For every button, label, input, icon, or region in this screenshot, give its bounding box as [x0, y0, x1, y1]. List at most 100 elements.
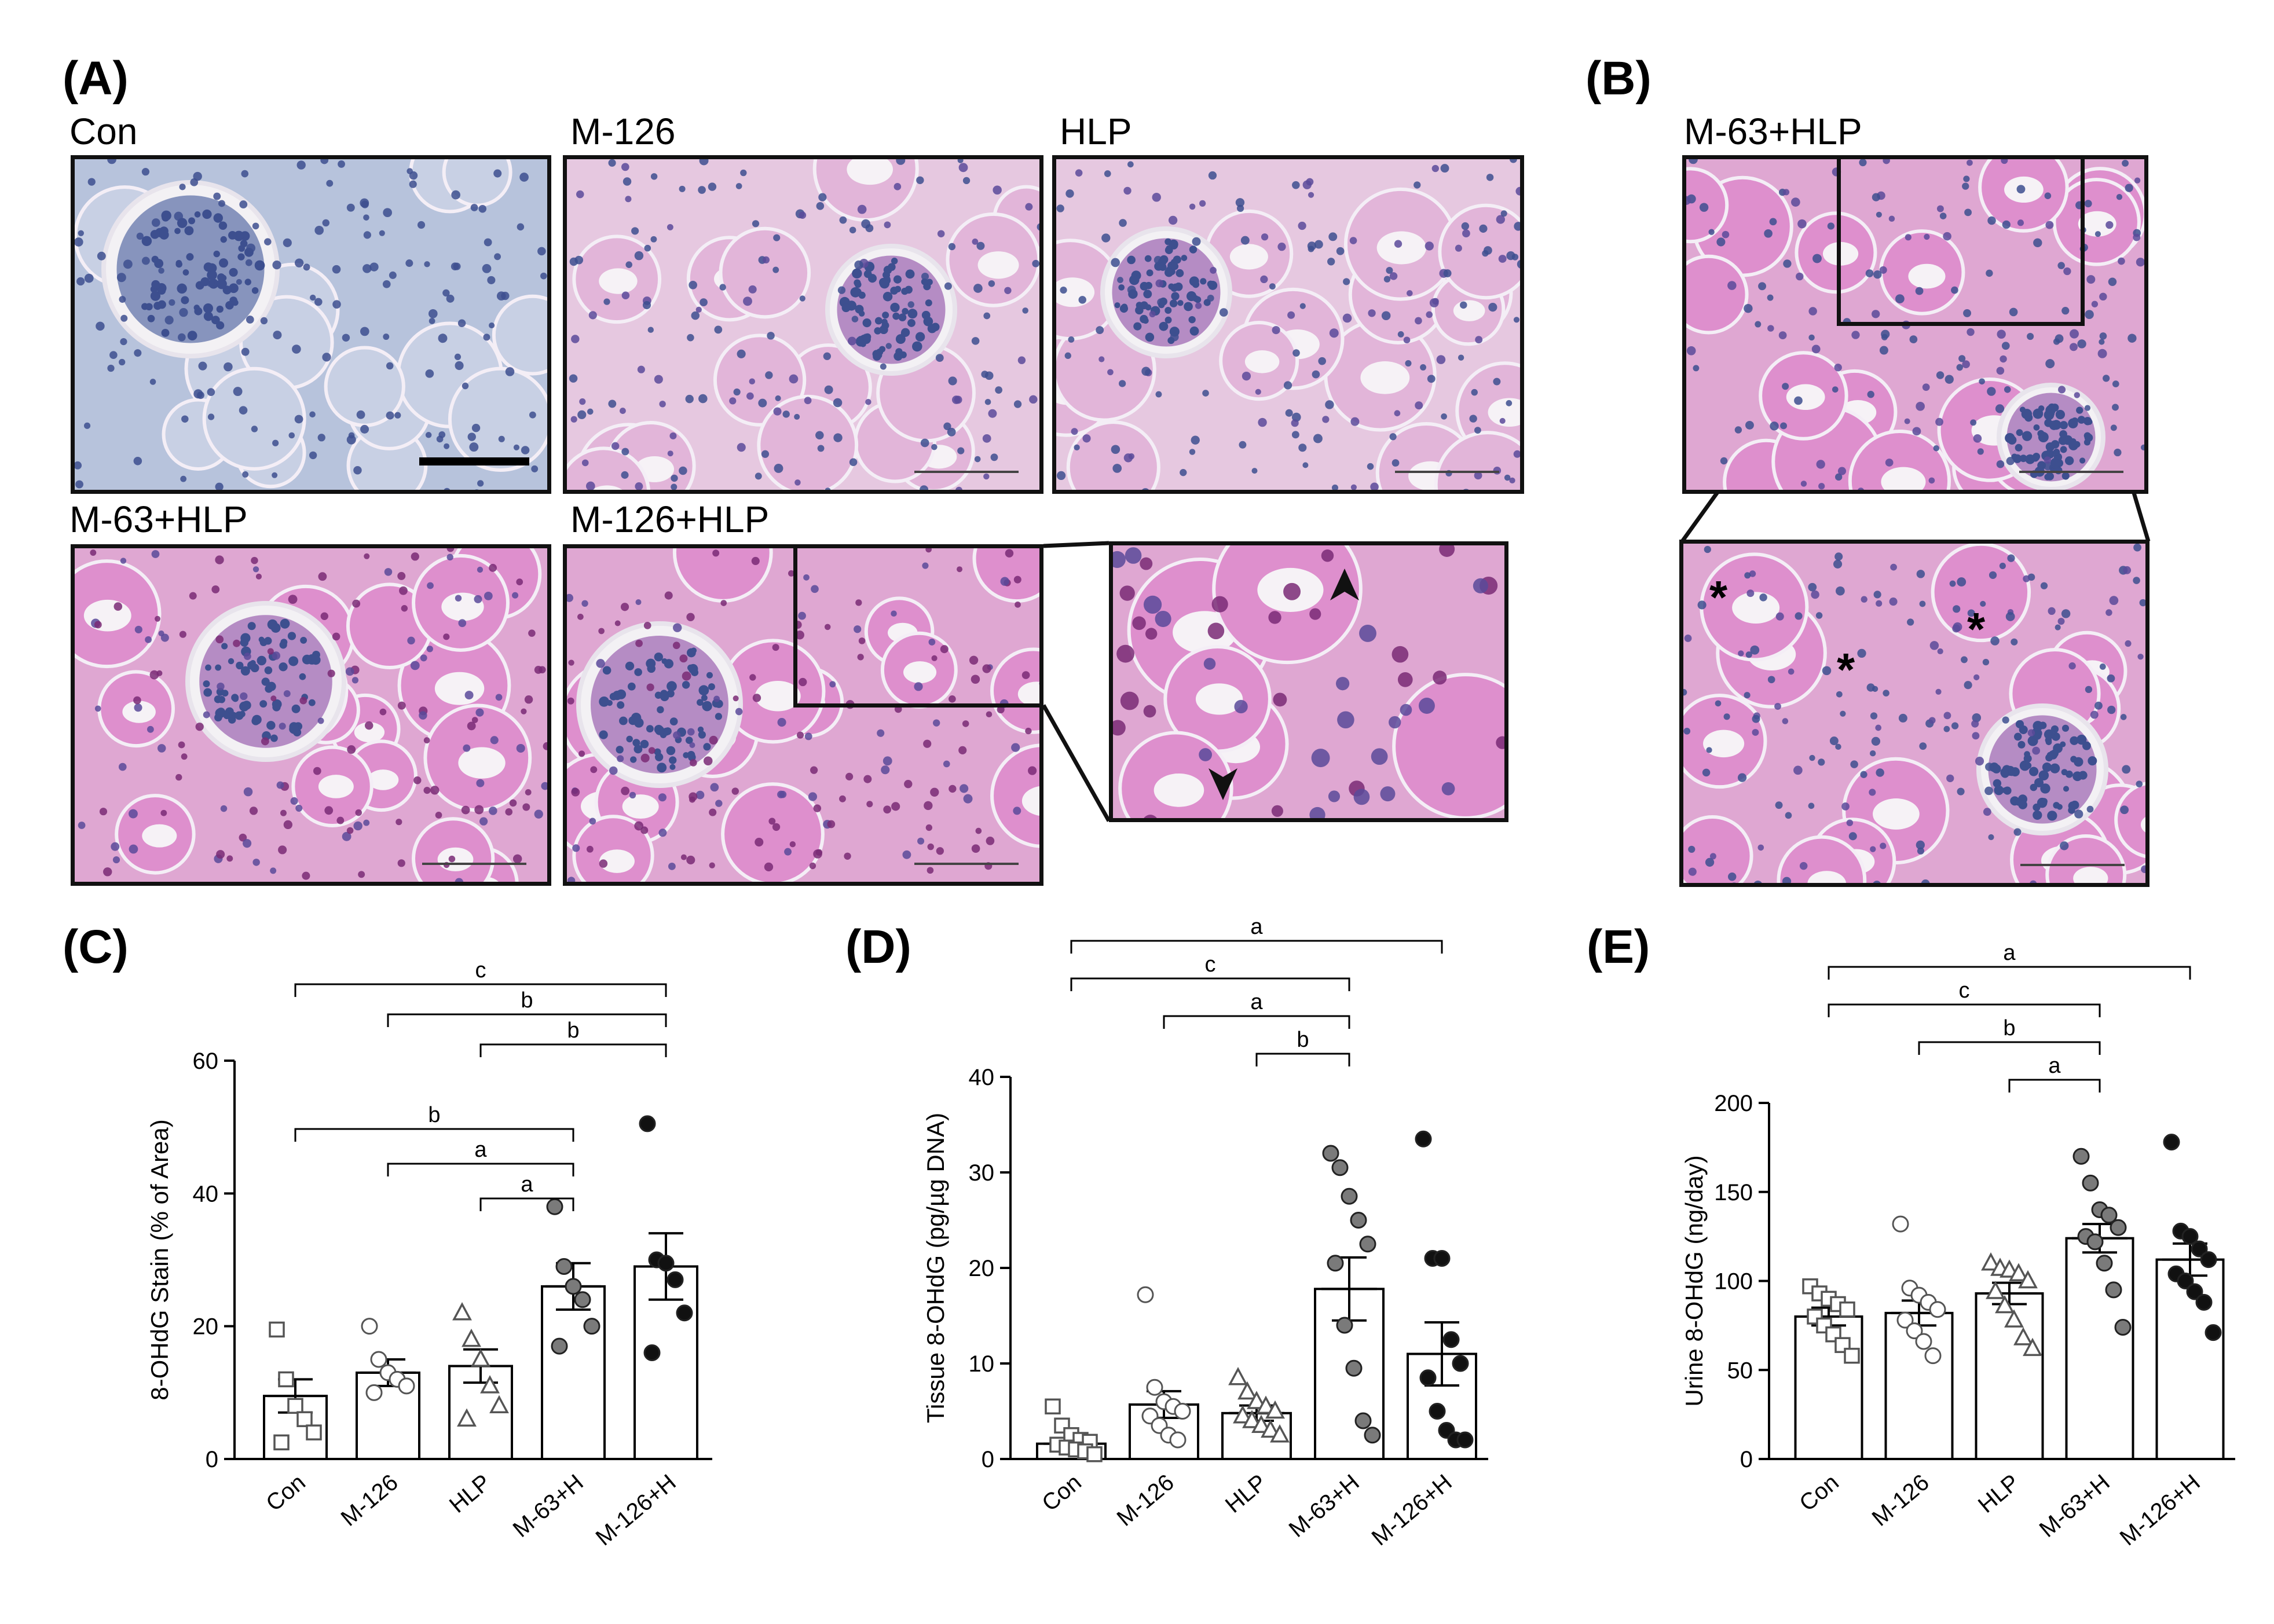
- data-point: [2105, 1281, 2122, 1299]
- y-tick-label: 40: [969, 1065, 995, 1090]
- panel-d-letter: (D): [845, 921, 911, 973]
- data-point: [1419, 1369, 1437, 1387]
- data-point: [2181, 1228, 2199, 1245]
- data-point: [1086, 1446, 1103, 1462]
- scale-bar: [419, 457, 529, 465]
- x-tick-label: Con: [1795, 1469, 1844, 1516]
- panel-b-letter: (B): [1585, 52, 1652, 105]
- data-point: [1354, 1412, 1372, 1429]
- micrograph-label-hlp: HLP: [1060, 111, 1132, 152]
- significance-bracket: [1828, 1003, 2101, 1017]
- significance-label: b: [428, 1103, 440, 1127]
- data-point: [287, 1398, 303, 1414]
- data-point: [365, 1384, 383, 1401]
- data-point: [1345, 1359, 1363, 1377]
- micrograph-b-zoom: * * *: [1679, 540, 2150, 887]
- significance-bracket: [1918, 1041, 2101, 1055]
- x-tick-label: Con: [261, 1469, 310, 1516]
- data-point: [457, 1408, 477, 1427]
- data-point: [1256, 1395, 1276, 1414]
- data-point: [296, 1411, 313, 1427]
- data-point: [398, 1377, 415, 1395]
- x-tick-label: M-126: [336, 1469, 403, 1531]
- data-point: [462, 1328, 481, 1347]
- data-point: [2114, 1318, 2132, 1336]
- significance-bracket: [294, 1128, 574, 1142]
- data-point: [1906, 1322, 1923, 1340]
- data-point: [2023, 1337, 2042, 1357]
- asterisk-1: *: [1709, 571, 1728, 623]
- data-point: [1359, 1236, 1376, 1253]
- significance-label: b: [2003, 1016, 2015, 1040]
- data-point: [2096, 1255, 2113, 1272]
- data-point: [2163, 1134, 2180, 1151]
- y-tick-label: 0: [982, 1447, 994, 1472]
- y-tick-label: 20: [969, 1256, 995, 1281]
- data-point: [1270, 1424, 1290, 1443]
- significance-bracket: [387, 1013, 667, 1027]
- bar: [2065, 1237, 2134, 1460]
- panel-e-letter: (E): [1587, 921, 1650, 973]
- x-tick-label: HLP: [445, 1469, 496, 1518]
- micrograph-label-con: Con: [69, 111, 138, 152]
- y-tick-label: 60: [193, 1049, 219, 1074]
- inset-frame: [793, 544, 1043, 707]
- data-point: [273, 1434, 290, 1451]
- x-tick-label: M-126: [1112, 1469, 1179, 1531]
- y-tick-label: 30: [969, 1160, 995, 1186]
- data-point: [1429, 1403, 1446, 1420]
- significance-bracket: [1828, 966, 2191, 980]
- data-point: [1247, 1391, 1266, 1409]
- significance-label: c: [475, 958, 486, 983]
- y-tick-label: 20: [193, 1314, 219, 1340]
- y-tick-label: 150: [1714, 1180, 1753, 1205]
- data-point: [1844, 1347, 1860, 1364]
- tissue-texture: [75, 548, 547, 882]
- bar: [541, 1285, 606, 1460]
- arrowhead-2: [1209, 768, 1237, 800]
- data-point: [1995, 1295, 2015, 1314]
- data-point: [2086, 1233, 2104, 1251]
- data-point: [667, 1271, 684, 1288]
- significance-label: a: [474, 1138, 487, 1162]
- tissue-texture: [75, 159, 547, 490]
- data-point: [657, 1255, 675, 1272]
- data-point: [546, 1198, 563, 1215]
- micrograph-m63hlp: [71, 544, 551, 886]
- micrograph-hlp: [1052, 155, 1524, 494]
- tissue-texture: [567, 548, 1039, 882]
- significance-bracket: [1255, 1053, 1350, 1066]
- data-point: [361, 1318, 378, 1335]
- y-tick-label: 50: [1727, 1358, 1753, 1383]
- arrowhead-1: [1330, 569, 1359, 600]
- significance-label: a: [521, 1172, 533, 1197]
- data-point: [471, 1348, 490, 1367]
- data-point: [1265, 1400, 1285, 1419]
- data-point: [278, 1371, 294, 1388]
- data-point: [676, 1304, 693, 1322]
- data-point: [2009, 1263, 2028, 1281]
- data-point: [643, 1344, 661, 1362]
- data-point: [269, 1321, 285, 1338]
- x-tick-label: M-63+H: [2035, 1469, 2115, 1542]
- significance-bracket: [1070, 977, 1350, 991]
- data-point: [2191, 1240, 2208, 1258]
- data-point: [1896, 1311, 1914, 1329]
- panel-a-letter: (A): [63, 52, 129, 105]
- chart-e: 0 50 100 150 200 Urine 8-OHdG (ng/day) Con M-12…: [1680, 941, 2235, 1550]
- y-tick-label: 100: [1714, 1269, 1753, 1295]
- bar: [1884, 1311, 1954, 1460]
- data-point: [639, 1115, 656, 1132]
- significance-bracket: [479, 1043, 667, 1057]
- x-tick-label: Con: [1037, 1469, 1086, 1516]
- significance-bracket: [294, 983, 667, 997]
- data-point: [2195, 1293, 2213, 1311]
- data-point: [1986, 1281, 2005, 1299]
- micrograph-label-b: M-63+HLP: [1684, 111, 1862, 152]
- data-point: [1228, 1367, 1248, 1385]
- data-point: [1045, 1398, 1061, 1414]
- data-point: [2013, 1327, 2033, 1346]
- data-point: [1322, 1145, 1339, 1162]
- tissue-texture: [1113, 545, 1504, 818]
- x-tick-label: M-126+H: [591, 1469, 681, 1550]
